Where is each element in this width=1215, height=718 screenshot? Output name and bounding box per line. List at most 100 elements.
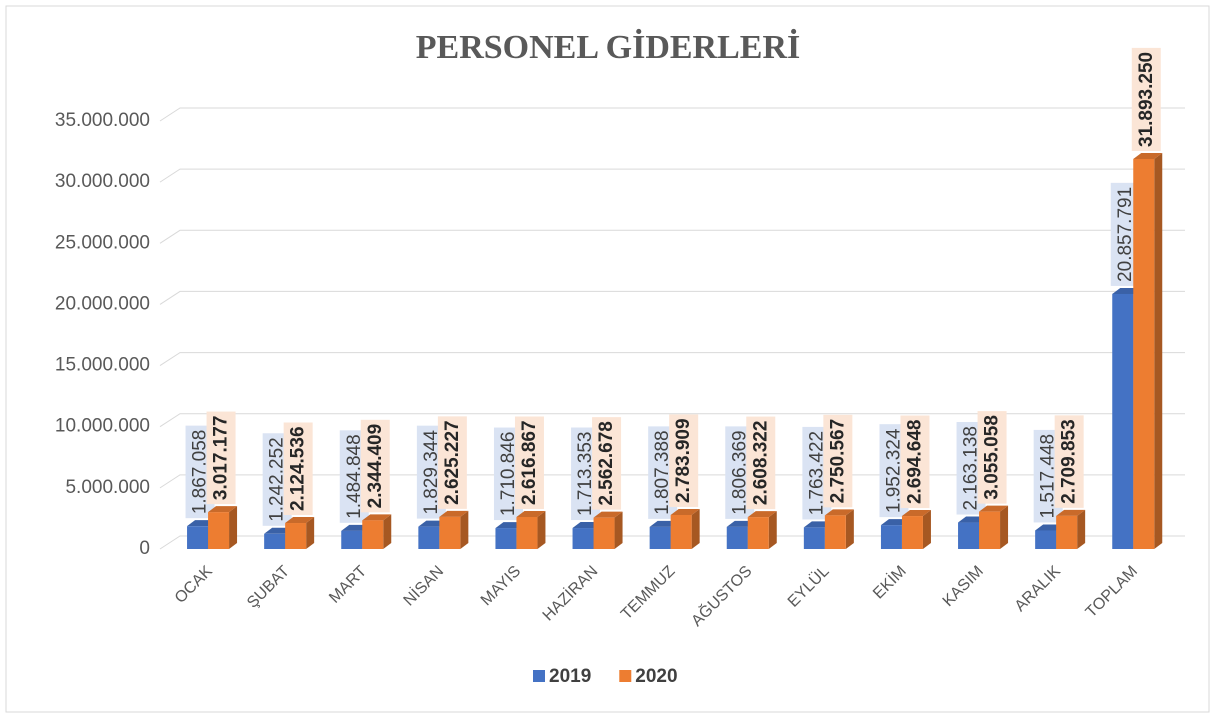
data-label: 2.124.536 [288,426,309,511]
data-label: 1.517.448 [1038,434,1059,519]
bar-side [306,517,315,549]
bar-front [1112,293,1134,549]
bar-top [824,509,854,516]
bar-side [691,508,700,549]
data-label: 3.055.058 [982,415,1003,500]
data-label-bg [360,419,390,513]
bar-top [362,514,392,521]
bar-top [593,511,623,518]
grid-line [159,352,1185,366]
bar-front [1056,515,1078,549]
data-label-bg [206,411,236,505]
data-label-bg [823,414,853,508]
data-label: 1.763.422 [806,431,827,516]
bar-top [747,511,777,518]
bar-top [901,510,931,517]
bar-front [649,526,671,549]
bar [1056,509,1086,549]
bar-side [537,510,546,549]
bar [747,511,777,549]
data-label: 1.806.369 [729,430,750,515]
bar-front [572,528,594,549]
data-label: 1.484.848 [344,434,365,519]
bar-top [1056,509,1086,516]
bar-side [1154,152,1163,549]
data-label: 20.857.791 [1115,187,1136,282]
bar-front [880,525,902,549]
data-label-bg [1054,415,1084,508]
data-label: 2.625.227 [442,420,463,505]
bar [901,510,931,549]
data-label: 2.344.409 [365,424,386,509]
bar-front [726,526,748,549]
bar-side [768,511,777,549]
y-tick-label: 30.000.000 [55,171,150,192]
data-label-bg [900,415,930,509]
bar-front [824,515,846,549]
legend-label: 2020 [635,666,677,687]
bar-side [614,511,623,549]
bar [285,517,315,549]
grid-line [159,229,1185,244]
bar-front [958,522,980,549]
bar [1133,152,1163,549]
bar [362,514,392,549]
data-label-bg [669,414,699,507]
data-label: 2.694.648 [904,420,925,505]
bar-front [362,520,384,549]
data-label: 3.017.177 [211,416,232,501]
bar [670,508,700,549]
data-label: 2.562.678 [596,421,617,506]
bar-front [1133,158,1155,549]
data-label: 2.608.322 [750,421,771,506]
bar-top [516,510,546,517]
data-label-bg [746,416,776,510]
grid-line [159,168,1185,183]
bar-top [1133,152,1163,159]
bar-front [285,523,307,549]
y-tick-label: 25.000.000 [55,232,150,253]
chart-title: PERSONEL GİDERLERİ [416,28,801,66]
bar-front [208,512,230,549]
data-label-bg [514,416,544,509]
bar-front [341,530,363,549]
data-label: 1.807.388 [652,430,673,515]
bar-top [285,517,315,524]
y-tick-label: 20.000.000 [55,293,150,314]
bar [516,510,546,549]
bar-side [460,510,469,549]
data-label: 2.163.138 [961,426,982,511]
bar-front [747,517,769,549]
bar-front [670,514,692,549]
bar-front [439,516,461,549]
data-label-bg [1110,182,1140,286]
data-label: 1.242.252 [267,437,288,522]
chart-frame [5,5,1210,713]
y-tick-label: 15.000.000 [55,355,150,376]
data-label-bg [592,417,622,510]
y-tick-label: 0 [139,538,150,559]
bar [824,509,854,549]
bar-top [979,505,1009,512]
legend-label: 2019 [549,666,591,687]
bar-side [1000,505,1009,549]
bar-front [901,516,923,549]
data-label: 2.709.853 [1059,419,1080,504]
bar-front [516,516,538,549]
data-label: 2.750.567 [827,419,848,504]
grid-line [159,290,1185,305]
data-label-bg [437,416,467,509]
bar-front [264,533,286,549]
data-label-bg [1131,47,1161,151]
data-label: 1.952.324 [883,428,904,513]
legend-swatch [619,670,632,682]
bar-top [670,508,700,515]
data-label: 31.893.250 [1136,52,1157,147]
bar [979,505,1009,549]
y-tick-label: 5.000.000 [65,477,150,498]
bar [593,511,623,549]
bar-side [383,514,392,549]
bar [208,506,238,549]
data-label-bg [977,411,1007,504]
